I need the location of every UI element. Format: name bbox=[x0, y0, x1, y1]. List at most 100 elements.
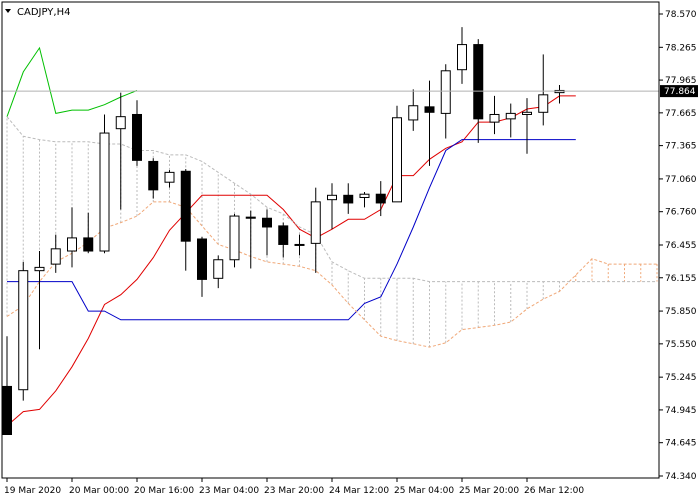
candle-body bbox=[245, 216, 256, 219]
indicator-lines bbox=[6, 46, 657, 427]
current-price-tag-bg bbox=[660, 85, 698, 98]
candle bbox=[50, 234, 61, 273]
candle bbox=[99, 114, 110, 254]
candle bbox=[262, 209, 272, 256]
candle-body bbox=[457, 44, 467, 71]
candle-body bbox=[424, 106, 435, 113]
series-line-tenkan-sen bbox=[6, 95, 576, 427]
candle-body bbox=[489, 113, 500, 123]
candle bbox=[538, 54, 549, 126]
series-line-chikou-span bbox=[6, 46, 138, 117]
current-price-label: 77.864 bbox=[664, 87, 696, 97]
x-tick-label: 20 Mar 16:00 bbox=[134, 486, 194, 496]
candle-body bbox=[115, 116, 126, 130]
candle-body bbox=[50, 248, 61, 265]
x-tick-label: 23 Mar 20:00 bbox=[264, 486, 324, 496]
candle bbox=[180, 169, 191, 271]
candle-body bbox=[505, 112, 516, 120]
candle bbox=[213, 255, 224, 289]
y-tick-label: 76.760 bbox=[665, 208, 697, 218]
x-tick-label: 23 Mar 04:00 bbox=[199, 486, 259, 496]
y-tick-label: 77.665 bbox=[665, 109, 697, 119]
candle bbox=[505, 103, 516, 138]
x-tick-label: 19 Mar 2020 bbox=[4, 486, 61, 496]
candle bbox=[489, 95, 500, 135]
candle-body bbox=[180, 170, 191, 242]
x-tick-label: 26 Mar 12:00 bbox=[524, 486, 584, 496]
candle-body bbox=[310, 201, 321, 244]
candle-body bbox=[34, 266, 45, 272]
candle bbox=[392, 105, 402, 203]
series-line-kijun-sen bbox=[7, 139, 576, 321]
y-tick-label: 78.570 bbox=[665, 10, 697, 20]
y-tick-label: 77.965 bbox=[665, 76, 697, 86]
candle-body bbox=[229, 215, 240, 261]
x-tick-label: 24 Mar 12:00 bbox=[329, 486, 389, 496]
y-tick-label: 75.245 bbox=[665, 373, 697, 383]
candle bbox=[229, 213, 240, 268]
candle bbox=[408, 89, 419, 131]
candle-body bbox=[83, 237, 94, 252]
candle-body bbox=[213, 259, 224, 279]
candle-body bbox=[343, 194, 354, 204]
y-tick-label: 74.945 bbox=[665, 406, 697, 416]
candle bbox=[132, 100, 142, 166]
candle-body bbox=[197, 238, 207, 280]
candle-body bbox=[359, 193, 370, 198]
candle bbox=[245, 210, 256, 269]
candle bbox=[375, 181, 386, 217]
candle bbox=[164, 170, 175, 188]
candle-body bbox=[67, 237, 77, 252]
title-dropdown-arrow-icon[interactable] bbox=[5, 9, 11, 13]
candle-body bbox=[375, 193, 386, 204]
candle-body bbox=[278, 225, 289, 245]
candle bbox=[115, 92, 126, 210]
candle-body bbox=[2, 385, 12, 435]
candle-body bbox=[392, 117, 402, 203]
candle-body bbox=[473, 44, 484, 120]
candle bbox=[457, 27, 467, 84]
candle-body bbox=[132, 113, 142, 161]
candle bbox=[343, 183, 354, 214]
candle-body bbox=[440, 70, 451, 114]
chart-title-text: CADJPY,H4 bbox=[17, 7, 70, 18]
candle-body bbox=[18, 270, 29, 391]
y-tick-label: 78.265 bbox=[665, 43, 697, 53]
candle bbox=[278, 222, 289, 258]
chart-title: CADJPY,H4 bbox=[5, 7, 70, 18]
candle bbox=[310, 187, 321, 273]
candle bbox=[83, 212, 94, 254]
y-tick-label: 76.155 bbox=[665, 274, 697, 284]
y-tick-label: 74.645 bbox=[665, 439, 697, 449]
candle bbox=[522, 98, 532, 154]
candle-body bbox=[294, 243, 305, 246]
candle-body bbox=[164, 171, 175, 183]
y-tick-label: 76.455 bbox=[665, 241, 697, 251]
candle bbox=[327, 183, 337, 230]
candle bbox=[34, 251, 45, 350]
candle bbox=[197, 236, 207, 297]
candle bbox=[18, 261, 29, 401]
price-axis: 78.570 78.265 77.965 77.665 77.365 77.060 76.7… bbox=[659, 10, 697, 482]
candle-body bbox=[262, 217, 272, 228]
candle-body bbox=[538, 94, 549, 113]
x-tick-label: 25 Mar 04:00 bbox=[394, 486, 454, 496]
candle-body bbox=[148, 160, 159, 191]
candle bbox=[148, 158, 159, 199]
x-tick-label: 20 Mar 00:00 bbox=[69, 486, 129, 496]
time-axis: 19 Mar 2020 20 Mar 00:00 20 Mar 16:00 23 Ma… bbox=[4, 478, 584, 496]
y-tick-label: 77.060 bbox=[665, 175, 697, 185]
candle-body bbox=[408, 105, 419, 121]
y-tick-label: 77.365 bbox=[665, 142, 697, 152]
y-tick-label: 75.550 bbox=[665, 340, 697, 350]
series-line-senkou-span-b bbox=[6, 116, 657, 283]
y-tick-label: 75.850 bbox=[665, 307, 697, 317]
candle-body bbox=[99, 132, 110, 252]
candle bbox=[424, 80, 435, 166]
candle-body bbox=[522, 111, 532, 115]
candle bbox=[294, 234, 305, 256]
plot-frame bbox=[1, 1, 660, 479]
x-tick-label: 25 Mar 20:00 bbox=[459, 486, 519, 496]
